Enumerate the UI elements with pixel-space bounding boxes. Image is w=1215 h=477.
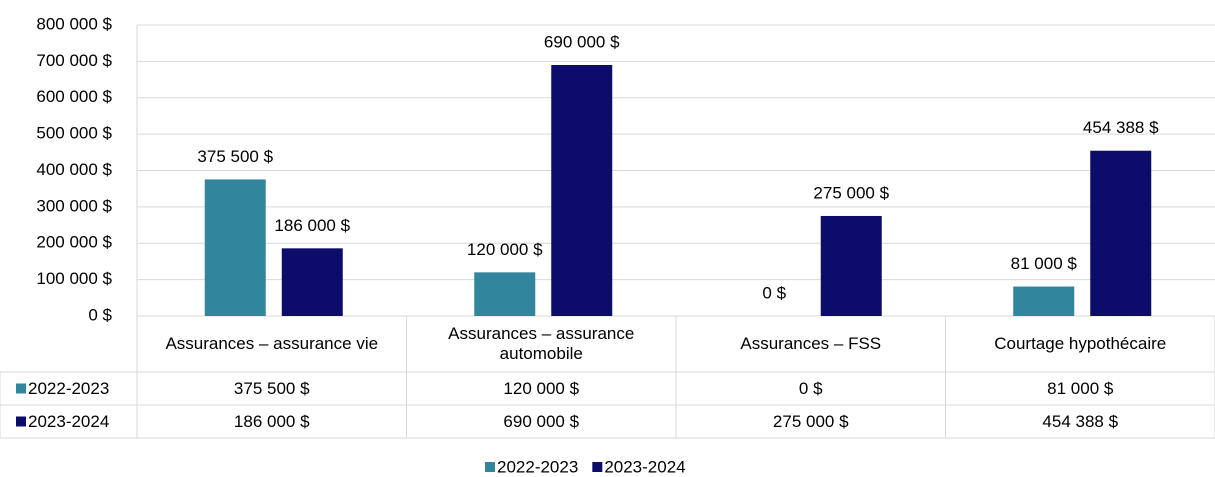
y-tick-label: 100 000 $ [36, 269, 112, 288]
y-tick-label: 600 000 $ [36, 87, 112, 106]
x-tick-label: Assurances – assurance vie [165, 334, 379, 353]
table-cell: 186 000 $ [234, 412, 310, 431]
table-legend-key [16, 416, 26, 427]
bar [820, 215, 882, 316]
x-tick-label: Assurances – assurance automobile [448, 324, 635, 363]
table-cell: 375 500 $ [234, 379, 310, 398]
table-cell: 120 000 $ [503, 379, 579, 398]
data-label: 375 500 $ [197, 147, 273, 166]
data-label: 454 388 $ [1083, 118, 1159, 137]
x-tick-label-box: Assurances – assurance automobile [448, 324, 635, 363]
data-label: 690 000 $ [544, 32, 620, 51]
data-label: 275 000 $ [813, 183, 889, 202]
legend-key [485, 462, 495, 472]
bar [1013, 286, 1075, 316]
bar [1090, 150, 1152, 316]
data-label: 81 000 $ [1011, 254, 1078, 273]
x-tick-label: Courtage hypothécaire [994, 334, 1167, 353]
table-cell: 81 000 $ [1047, 379, 1114, 398]
table-series-name: 2023-2024 [28, 412, 109, 431]
bar [204, 179, 266, 316]
x-tick-label-box: Assurances – FSS [740, 334, 882, 353]
bar [551, 65, 613, 316]
table-cell: 454 388 $ [1042, 412, 1118, 431]
x-tick-label: Assurances – FSS [740, 334, 882, 353]
legend-label: 2022-2023 [497, 457, 578, 476]
data-label: 186 000 $ [274, 216, 350, 235]
y-tick-label: 800 000 $ [36, 14, 112, 33]
y-tick-label: 500 000 $ [36, 124, 112, 143]
bar [281, 248, 343, 316]
bar [474, 272, 536, 316]
y-tick-label: 200 000 $ [36, 233, 112, 252]
table-cell: 0 $ [799, 379, 823, 398]
y-tick-label: 700 000 $ [36, 51, 112, 70]
table-cell: 690 000 $ [503, 412, 579, 431]
x-tick-label-box: Courtage hypothécaire [994, 334, 1167, 353]
y-tick-label: 0 $ [88, 305, 112, 324]
table-cell: 275 000 $ [773, 412, 849, 431]
data-label: 120 000 $ [467, 240, 543, 259]
data-label: 0 $ [762, 283, 786, 302]
table-legend-key [16, 383, 26, 394]
table-series-name: 2022-2023 [28, 379, 109, 398]
legend-label: 2023-2024 [604, 457, 685, 476]
y-tick-label: 400 000 $ [36, 160, 112, 179]
legend-key [592, 462, 603, 472]
x-tick-label-box: Assurances – assurance vie [165, 334, 379, 353]
y-tick-label: 300 000 $ [36, 196, 112, 215]
